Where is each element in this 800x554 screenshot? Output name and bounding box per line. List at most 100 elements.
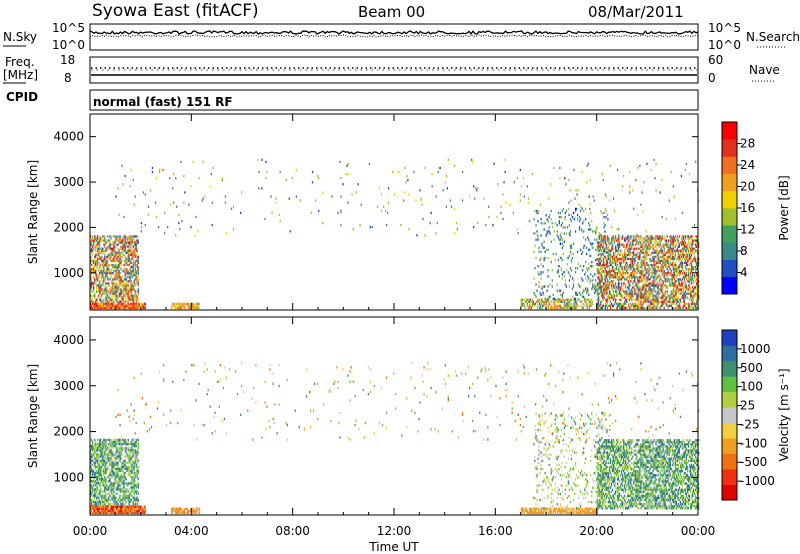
range-gate-cell <box>684 235 687 238</box>
range-gate-cell <box>563 298 565 301</box>
range-gate-cell <box>597 284 600 287</box>
range-gate-cell <box>98 457 100 460</box>
range-gate-cell <box>675 243 678 246</box>
range-gate-cell <box>573 297 576 301</box>
range-gate-cell <box>591 300 593 303</box>
range-gate-cell <box>92 490 94 493</box>
range-gate-cell <box>630 257 632 261</box>
range-gate-cell <box>109 296 111 299</box>
range-gate-cell <box>670 294 672 297</box>
range-gate-cell <box>129 268 131 271</box>
range-gate-cell <box>551 279 553 282</box>
range-gate-cell <box>674 290 677 293</box>
range-gate-cell <box>96 259 98 263</box>
range-gate-cell <box>117 304 119 308</box>
range-gate-cell <box>547 285 549 288</box>
range-gate-cell <box>652 272 654 275</box>
range-gate-cell <box>123 243 125 246</box>
range-gate-cell <box>597 259 600 263</box>
range-gate-cell <box>669 247 671 250</box>
range-gate-cell <box>118 261 120 265</box>
range-gate-cell <box>626 237 628 240</box>
range-gate-cell <box>605 272 608 275</box>
range-gate-cell <box>108 270 110 273</box>
range-gate-cell <box>683 304 686 308</box>
range-gate-cell <box>641 274 643 277</box>
range-gate-cell <box>598 237 601 240</box>
range-gate-cell <box>113 282 115 285</box>
range-gate-cell <box>118 443 120 446</box>
range-gate-cell <box>653 286 655 289</box>
range-gate-cell <box>580 300 582 303</box>
range-gate-cell <box>342 183 344 186</box>
range-gate-cell <box>666 292 668 295</box>
range-gate-cell <box>587 279 589 282</box>
range-gate-cell <box>110 484 112 487</box>
range-gate-cell <box>649 288 651 291</box>
range-gate-cell <box>126 282 128 285</box>
range-gate-cell <box>117 251 119 254</box>
range-gate-cell <box>686 296 689 299</box>
range-gate-cell <box>609 272 612 275</box>
range-gate-cell <box>112 286 114 289</box>
range-gate-cell <box>623 284 625 287</box>
range-gate-cell <box>634 239 636 242</box>
range-gate-cell <box>191 306 193 310</box>
range-gate-cell <box>663 300 665 303</box>
range-gate-cell <box>555 304 557 308</box>
range-gate-cell <box>129 469 131 473</box>
range-gate-cell <box>667 261 669 265</box>
range-gate-cell <box>131 438 133 442</box>
range-gate-cell <box>623 282 625 285</box>
range-gate-cell <box>101 447 103 450</box>
range-gate-cell <box>95 302 97 306</box>
range-gate-cell <box>681 265 684 269</box>
range-gate-cell <box>643 270 645 273</box>
range-gate-cell <box>98 492 100 495</box>
range-gate-cell <box>597 277 599 280</box>
range-gate-cell <box>103 243 105 246</box>
range-gate-cell <box>597 302 600 306</box>
range-gate-cell <box>678 298 681 301</box>
range-gate-cell <box>619 276 621 279</box>
range-gate-cell <box>681 253 684 257</box>
range-gate-cell <box>135 306 137 310</box>
range-gate-cell <box>587 275 589 278</box>
range-gate-cell <box>126 304 128 308</box>
range-gate-cell <box>96 265 98 269</box>
range-gate-cell <box>91 438 93 442</box>
range-gate-cell <box>96 496 98 499</box>
range-gate-cell <box>113 490 115 493</box>
range-gate-cell <box>645 278 647 281</box>
range-gate-cell <box>603 278 606 281</box>
range-gate-cell <box>583 265 585 268</box>
range-gate-cell <box>97 494 99 497</box>
range-gate-cell <box>662 255 664 259</box>
range-gate-cell <box>131 478 133 481</box>
range-gate-cell <box>100 251 102 254</box>
range-gate-cell <box>662 261 664 265</box>
range-gate-cell <box>133 243 135 246</box>
range-gate-cell <box>657 288 659 291</box>
range-gate-cell <box>98 482 100 485</box>
range-gate-cell <box>617 302 620 306</box>
range-gate-cell <box>598 241 601 244</box>
range-gate-cell <box>129 286 131 289</box>
range-gate-cell <box>678 249 681 252</box>
range-gate-cell <box>538 281 540 284</box>
range-gate-cell <box>572 279 575 282</box>
range-gate-cell <box>551 300 553 303</box>
range-gate-cell <box>121 249 123 252</box>
range-gate-cell <box>690 255 693 259</box>
range-gate-cell <box>657 259 659 263</box>
range-gate-cell <box>107 272 109 275</box>
range-gate-cell <box>110 459 112 462</box>
range-gate-cell <box>111 304 113 308</box>
range-gate-cell <box>662 245 664 248</box>
range-gate-cell <box>642 209 644 213</box>
range-gate-cell <box>656 278 658 281</box>
range-gate-cell <box>629 185 631 188</box>
range-gate-cell <box>115 457 117 460</box>
range-gate-cell <box>102 440 104 444</box>
range-gate-cell <box>605 265 608 269</box>
